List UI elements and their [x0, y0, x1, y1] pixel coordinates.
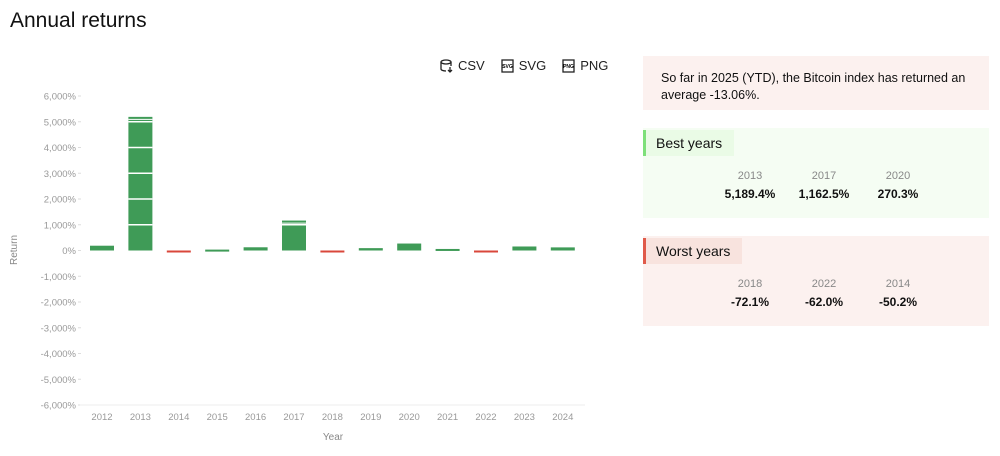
y-tick-label: 3,000%	[44, 169, 77, 180]
stat-value: -50.2%	[878, 295, 918, 309]
x-tick-label: 2020	[399, 412, 420, 423]
stat-value: -72.1%	[730, 295, 770, 309]
x-tick-label: 2023	[514, 412, 535, 423]
y-tick-label: -6,000%	[41, 401, 77, 412]
stat-year: 2022	[811, 278, 837, 290]
y-tick-label: 4,000%	[44, 143, 77, 154]
svg-text:PNG: PNG	[563, 64, 574, 70]
stat-year: 2017	[811, 170, 837, 182]
best-years-card: Best years 2013 5,189.4% 2017 1,162.5% 202…	[643, 128, 989, 218]
y-tick-label: 0%	[62, 246, 76, 257]
bar-2021[interactable]	[435, 248, 460, 251]
worst-years-card: Worst years 2018 -72.1% 2022 -62.0% 2014 -5…	[643, 236, 989, 326]
export-png-label: PNG	[580, 58, 609, 73]
bar-2022[interactable]	[474, 250, 498, 253]
stat-year: 2018	[737, 278, 763, 290]
export-csv-button[interactable]: CSV	[440, 58, 485, 73]
x-tick-label: 2016	[245, 412, 266, 423]
x-tick-label: 2012	[91, 412, 112, 423]
x-tick-label: 2019	[360, 412, 381, 423]
y-axis-label: Return	[9, 235, 20, 265]
bar-2013[interactable]	[128, 116, 153, 251]
worst-years-title: Worst years	[643, 238, 743, 264]
bar-2023[interactable]	[512, 246, 537, 251]
y-tick-label: 6,000%	[44, 92, 77, 103]
x-tick-label: 2022	[475, 412, 496, 423]
bar-2018[interactable]	[320, 250, 345, 253]
best-year-stat: 2020 270.3%	[861, 170, 935, 201]
y-tick-label: 5,000%	[44, 117, 77, 128]
y-tick-label: 1,000%	[44, 220, 77, 231]
stat-year: 2013	[737, 170, 763, 182]
bar-2024[interactable]	[550, 247, 575, 251]
best-year-stat: 2017 1,162.5%	[787, 170, 861, 201]
stat-value: 1,162.5%	[798, 187, 850, 201]
annual-returns-chart: 6,000% 5,000% 4,000% 3,000% 2,000% 1,000% 0% -1…	[9, 92, 585, 443]
y-tick-label: -4,000%	[41, 349, 77, 360]
export-toolbar: CSV SVG SVG PNG PNG	[440, 58, 608, 73]
stat-value: 270.3%	[877, 187, 919, 201]
bar-2015[interactable]	[205, 249, 230, 252]
y-tick-label: 2,000%	[44, 195, 77, 206]
bar-2019[interactable]	[358, 248, 383, 251]
png-file-icon: PNG	[562, 58, 575, 73]
export-csv-label: CSV	[458, 58, 485, 73]
bar-2020[interactable]	[397, 243, 422, 251]
x-tick-label: 2017	[283, 412, 304, 423]
export-png-button[interactable]: PNG PNG	[562, 58, 608, 73]
database-download-icon	[440, 58, 453, 73]
stat-year: 2020	[885, 170, 911, 182]
worst-year-stat: 2022 -62.0%	[787, 278, 861, 309]
y-tick-label: -3,000%	[41, 323, 77, 334]
stat-value: 5,189.4%	[724, 187, 776, 201]
svg-text:SVG: SVG	[502, 64, 513, 70]
ytd-summary: So far in 2025 (YTD), the Bitcoin index …	[643, 56, 989, 110]
x-tick-label: 2018	[322, 412, 343, 423]
best-year-stat: 2013 5,189.4%	[713, 170, 787, 201]
bar-2017[interactable]	[282, 220, 306, 251]
y-tick-label: -2,000%	[41, 298, 77, 309]
x-tick-label: 2014	[168, 412, 189, 423]
y-tick-label: -5,000%	[41, 375, 77, 386]
svg-file-icon: SVG	[501, 58, 514, 73]
x-axis-label: Year	[323, 432, 344, 443]
export-svg-button[interactable]: SVG SVG	[501, 58, 546, 73]
y-tick-label: -1,000%	[41, 272, 77, 283]
stat-year: 2014	[885, 278, 911, 290]
bar-2014[interactable]	[166, 250, 191, 253]
worst-year-stat: 2014 -50.2%	[861, 278, 935, 309]
x-tick-label: 2024	[552, 412, 573, 423]
bar-2016[interactable]	[243, 247, 268, 251]
stat-value: -62.0%	[804, 295, 844, 309]
page-title: Annual returns	[10, 9, 147, 32]
x-tick-label: 2015	[207, 412, 228, 423]
bar-2012[interactable]	[90, 245, 114, 251]
best-years-title: Best years	[643, 130, 735, 156]
x-tick-label: 2021	[437, 412, 458, 423]
worst-year-stat: 2018 -72.1%	[713, 278, 787, 309]
export-svg-label: SVG	[518, 58, 547, 73]
x-tick-label: 2013	[130, 412, 151, 423]
